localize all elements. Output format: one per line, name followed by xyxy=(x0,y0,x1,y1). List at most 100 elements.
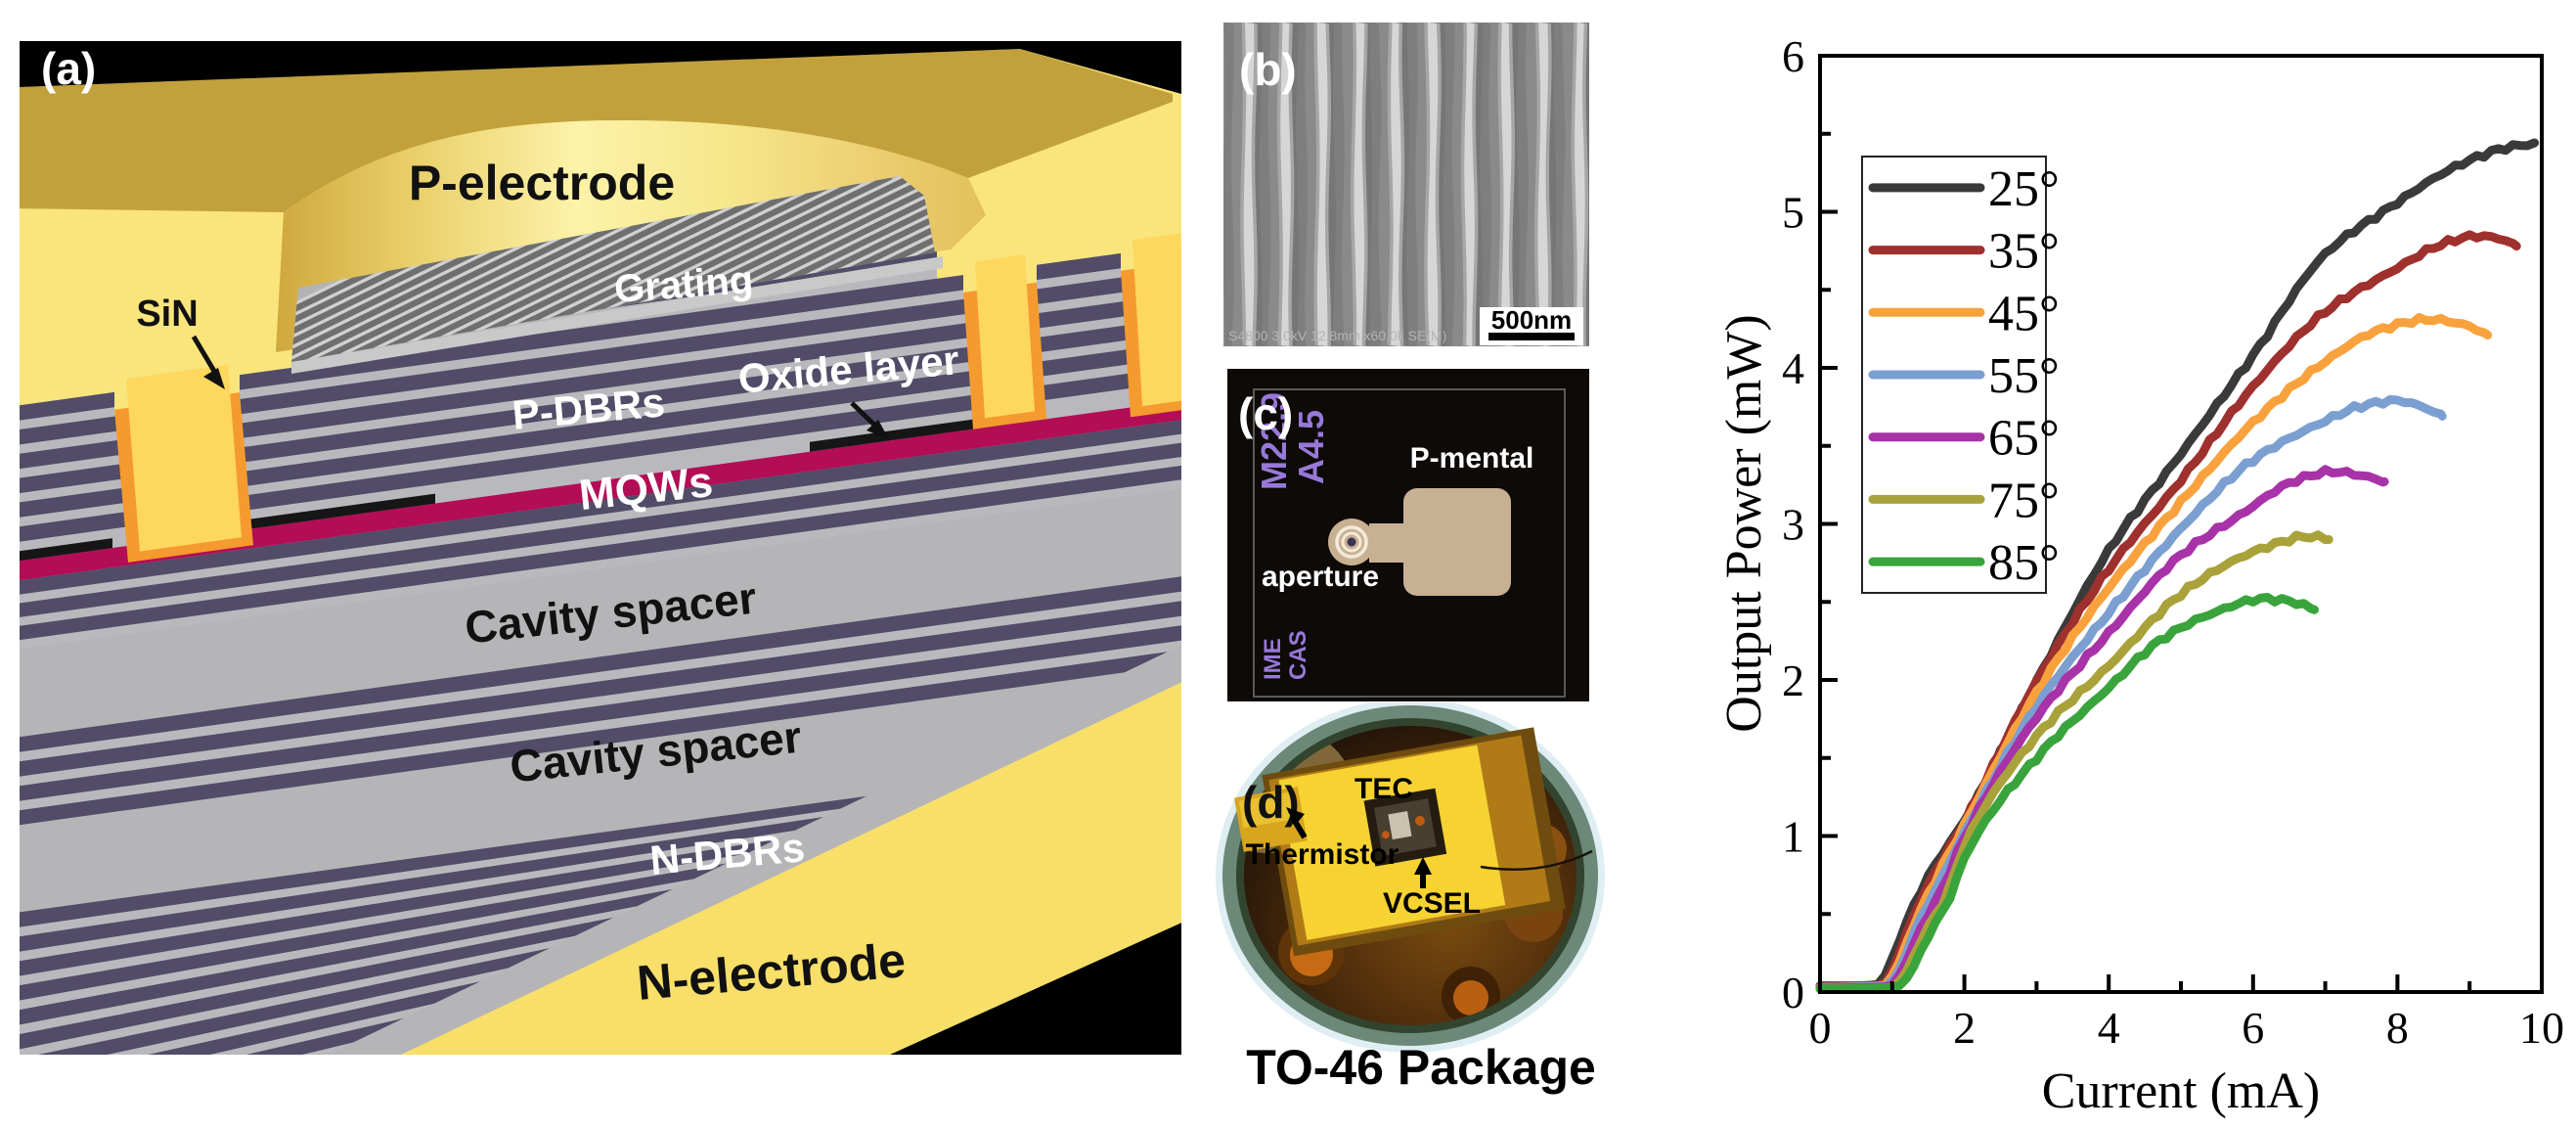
panel-a-tag: (a) xyxy=(41,43,96,94)
mqw-band xyxy=(20,400,1181,581)
curve-55° xyxy=(1815,394,2447,992)
top-background xyxy=(20,41,1181,94)
panel-c-tag: (c) xyxy=(1238,388,1293,439)
bottom-corner-shadow xyxy=(890,923,1181,1055)
y-tick-label: 4 xyxy=(1782,343,1804,393)
grating-bar-top xyxy=(621,176,922,315)
grating-bar-top xyxy=(361,207,662,357)
y-tick-label: 2 xyxy=(1782,655,1804,705)
thermistor-arrow-head xyxy=(1286,807,1305,826)
grating-bar-top xyxy=(654,176,935,309)
li-curve-chart: 0 2 4 6 8 10 0 1 2 3 4 5 6 25° 35° 45° 55° 65° 75° 85° Cur… xyxy=(1716,31,2564,1119)
sem-scale-bar: 500nm xyxy=(1480,305,1583,345)
x-tick-label: 10 xyxy=(2519,1003,2564,1053)
grating-bar-side xyxy=(330,216,633,362)
dbr-stripe-dark xyxy=(20,269,1181,445)
y-tick-label: 6 xyxy=(1782,31,1804,81)
sem-stripe xyxy=(1480,23,1492,346)
p-electrode-top-face xyxy=(20,49,1173,212)
grating-bar-top xyxy=(291,245,434,362)
x-tick-label: 8 xyxy=(2386,1003,2409,1053)
curve-85° xyxy=(1815,593,2319,994)
n-dbr-stripe-dark xyxy=(148,827,1181,1055)
chart-legend: 25° 35° 45° 55° 65° 75° 85° xyxy=(1861,156,2060,594)
package-caption: TO-46 Package xyxy=(1246,1040,1596,1095)
oxide-arrow-head xyxy=(866,420,889,439)
x-tick-label: 4 xyxy=(2098,1003,2120,1053)
panel-b-sem-image: (b) S4800 3.0kV 12.8mm x60.0k SE(M) 500n… xyxy=(1223,23,1589,346)
trench-fill xyxy=(1133,233,1181,407)
dbr-stripe-light xyxy=(20,591,1181,762)
dbr-stripe-dark xyxy=(20,465,1181,641)
sem-stripe xyxy=(1516,23,1529,346)
aperture-ring xyxy=(1335,525,1368,559)
dbr-stripe-dark xyxy=(20,366,1181,542)
sem-stripe xyxy=(1391,23,1401,346)
grating-front-edge xyxy=(291,256,943,374)
oxide-segment xyxy=(810,412,1025,452)
substrate-wedge xyxy=(328,645,1181,1055)
dbr-stripe-dark xyxy=(20,420,1181,595)
grating-bar-top xyxy=(291,240,466,362)
grating-bar-top xyxy=(426,197,728,346)
bond-pad-dot xyxy=(1381,831,1390,839)
label-thermistor: Thermistor xyxy=(1246,838,1399,871)
grating-bar-side xyxy=(460,195,763,347)
n-electrode-gold xyxy=(401,682,1181,1055)
dbr-stripe-dark xyxy=(20,317,1181,494)
grating-bar-top xyxy=(393,203,694,352)
dbr-stripe-dark xyxy=(20,576,1181,752)
label-vcsel: VCSEL xyxy=(1383,887,1481,920)
dbr-stripe-light xyxy=(20,457,1181,626)
dbr-stripe-dark xyxy=(20,245,1181,421)
sem-stripe xyxy=(1369,23,1382,346)
label-aperture: aperture xyxy=(1262,561,1379,593)
sem-grating-texture xyxy=(1223,23,1589,346)
p-metal-pad xyxy=(1403,488,1511,596)
foundry-marking-cas: CAS xyxy=(1285,630,1311,680)
n-electrode-slab xyxy=(328,645,1181,1055)
legend-label-65°: 65° xyxy=(1988,411,2060,467)
legend-label-45°: 45° xyxy=(1988,286,2060,341)
label-sin: SiN xyxy=(136,294,198,335)
thermistor-arrow xyxy=(1286,807,1308,839)
thermistor-top xyxy=(1238,790,1300,829)
y-tick-label: 0 xyxy=(1782,968,1804,1017)
y-tick-label: 1 xyxy=(1782,812,1804,862)
grating-bar-top xyxy=(687,176,935,304)
label-grating: Grating xyxy=(613,258,755,311)
foundry-marking-ime: IME xyxy=(1260,638,1286,680)
grating-bar-side xyxy=(291,253,405,362)
x-axis-title: Current (mA) xyxy=(2042,1063,2320,1119)
panel-a-vcsel-schematic: (a) P-electrode SiN Grating P-DBRs Oxide… xyxy=(20,41,1181,1055)
oxide-segment xyxy=(20,538,112,562)
dbr-stripe-light xyxy=(20,381,1181,552)
sem-stripe xyxy=(1243,23,1255,346)
package-photo-art xyxy=(1216,702,1605,1053)
grating-bar-side xyxy=(819,176,935,289)
grating-bar-side xyxy=(291,243,469,362)
trench-fill xyxy=(126,364,242,552)
grating-bar-top xyxy=(459,192,760,341)
dbr-stripe-light xyxy=(20,433,1181,604)
grating-bar-top xyxy=(291,234,500,362)
dbr-stripe-light xyxy=(20,356,1181,527)
sem-stripe xyxy=(1537,23,1549,346)
vcsel-chip xyxy=(1388,811,1412,840)
sem-stripe xyxy=(1354,23,1365,346)
grating-bar-top xyxy=(291,224,564,362)
oxide-segment xyxy=(243,493,435,530)
dbr-stripe-light xyxy=(20,333,1181,503)
panel-d-package-photo: (d) TEC Thermistor VCSEL TO-46 Package xyxy=(1216,702,1605,1095)
grating-bar-top xyxy=(849,176,935,277)
x-tick-label: 2 xyxy=(1953,1003,1976,1053)
vcsel-arrow-head xyxy=(1414,857,1432,875)
sem-stripe xyxy=(1443,23,1455,346)
grating-bar-side xyxy=(851,176,935,284)
wafer-marking-right: A4.5 xyxy=(1291,410,1331,484)
grating-bar-top xyxy=(556,176,858,325)
scale-bar-line xyxy=(1488,333,1575,340)
legend-label-35°: 35° xyxy=(1988,224,2060,280)
chart-curves xyxy=(1815,138,2540,994)
